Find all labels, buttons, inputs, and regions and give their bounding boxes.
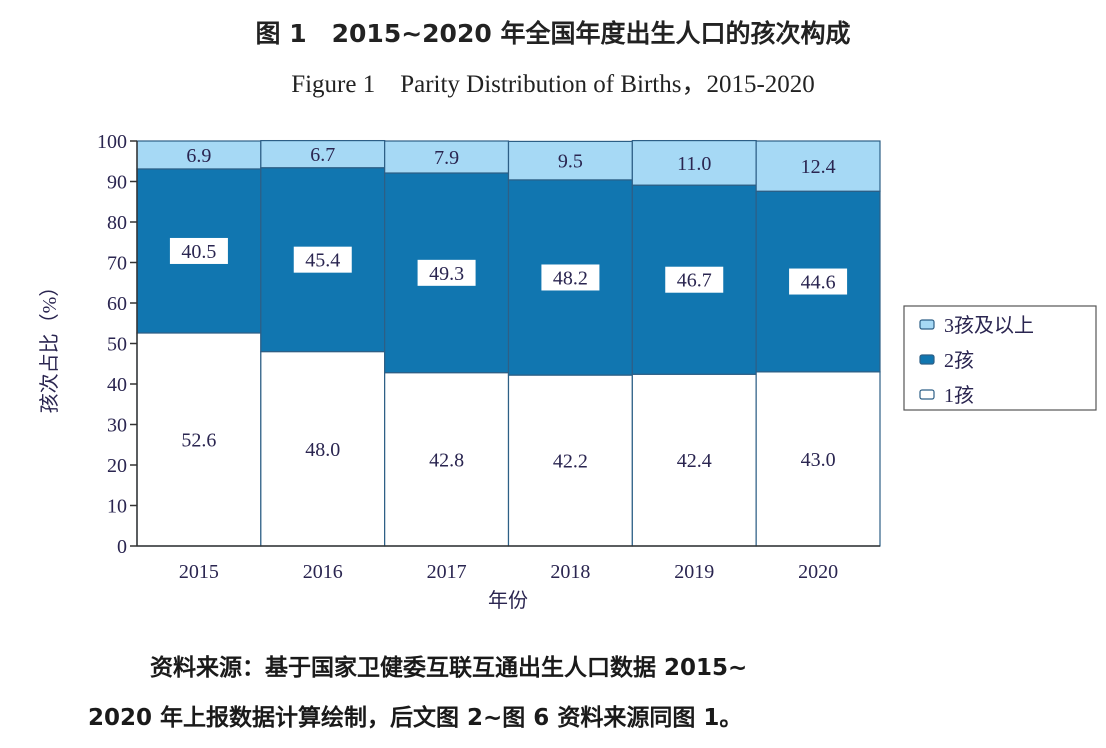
bar-segment-2018-3	[507, 140, 633, 181]
data-label-2018-3: 9.5	[558, 151, 583, 173]
data-label-2019-1: 42.4	[677, 450, 712, 472]
x-tick-label: 2015	[179, 561, 219, 583]
bar-segment-2020-3	[755, 140, 881, 192]
bar-segment-2019-1	[631, 373, 757, 547]
y-tick-label: 50	[107, 334, 127, 356]
bar-segment-2018-1	[507, 374, 633, 547]
data-label-box	[169, 237, 228, 264]
data-label-2015-2: 40.5	[181, 241, 216, 263]
data-label-2015-3: 6.9	[186, 145, 211, 167]
data-label-2019-3: 11.0	[677, 153, 711, 175]
data-label-2016-3: 6.7	[310, 144, 335, 166]
y-tick-label: 70	[107, 253, 127, 275]
data-label-2015-1: 52.6	[181, 429, 216, 451]
data-label-box	[789, 268, 848, 295]
source-note-line1: 资料来源：基于国家卫健委互联互通出生人口数据 2015~	[150, 655, 748, 681]
bar-segment-2016-3	[260, 139, 386, 169]
legend-swatch	[919, 319, 935, 330]
data-label-2019-2: 46.7	[677, 270, 712, 292]
data-label-2018-1: 42.2	[553, 451, 588, 473]
data-label-box	[665, 266, 724, 293]
x-tick-label: 2016	[303, 561, 343, 583]
bar-segment-2015-3	[136, 140, 262, 170]
y-tick-label: 80	[107, 212, 127, 234]
x-tick-label: 2020	[798, 561, 838, 583]
legend-label-1: 3孩及以上	[944, 314, 1034, 337]
chart-title-en: Figure 1 Parity Distribution of Births，2…	[291, 71, 815, 98]
data-label-2017-2: 49.3	[429, 263, 464, 285]
y-tick-label: 60	[107, 293, 127, 315]
x-tick-label: 2018	[550, 561, 590, 583]
data-label-2016-1: 48.0	[305, 439, 340, 461]
x-tick-label: 2019	[674, 561, 714, 583]
bar-segment-2016-2	[260, 167, 386, 353]
bar-segment-2019-3	[631, 139, 757, 186]
legend-swatch	[919, 354, 935, 365]
y-tick-label: 40	[107, 374, 127, 396]
data-label-2017-1: 42.8	[429, 449, 464, 471]
data-label-2020-2: 44.6	[801, 272, 836, 294]
y-axis-label: 孩次占比（%）	[38, 277, 61, 414]
data-label-box	[293, 246, 352, 273]
y-tick-label: 20	[107, 455, 127, 477]
legend-label-2: 2孩	[944, 349, 974, 372]
legend-label-3: 1孩	[944, 384, 974, 407]
legend-box	[903, 305, 1097, 411]
y-tick-label: 30	[107, 415, 127, 437]
y-tick-label: 90	[107, 172, 127, 194]
bar-segment-2020-1	[755, 371, 881, 547]
y-tick-label: 100	[97, 131, 127, 153]
data-label-2020-3: 12.4	[801, 156, 836, 178]
bar-segment-2017-3	[384, 140, 510, 174]
x-tick-label: 2017	[427, 561, 467, 583]
data-label-2016-2: 45.4	[305, 250, 340, 272]
y-tick-label: 10	[107, 496, 127, 518]
x-axis-label: 年份	[488, 589, 528, 612]
legend-swatch	[919, 389, 935, 400]
chart-title-cn: 图 1 2015~2020 年全国年度出生人口的孩次构成	[255, 19, 851, 48]
source-note-line2: 2020 年上报数据计算绘制，后文图 2~图 6 资料来源同图 1。	[88, 705, 743, 731]
y-tick-label: 0	[117, 536, 127, 558]
data-label-box	[541, 264, 600, 291]
data-label-2018-2: 48.2	[553, 267, 588, 289]
data-label-2017-3: 7.9	[434, 147, 459, 169]
data-label-box	[417, 259, 476, 286]
data-label-2020-1: 43.0	[801, 449, 836, 471]
bar-segment-2017-1	[384, 372, 510, 547]
